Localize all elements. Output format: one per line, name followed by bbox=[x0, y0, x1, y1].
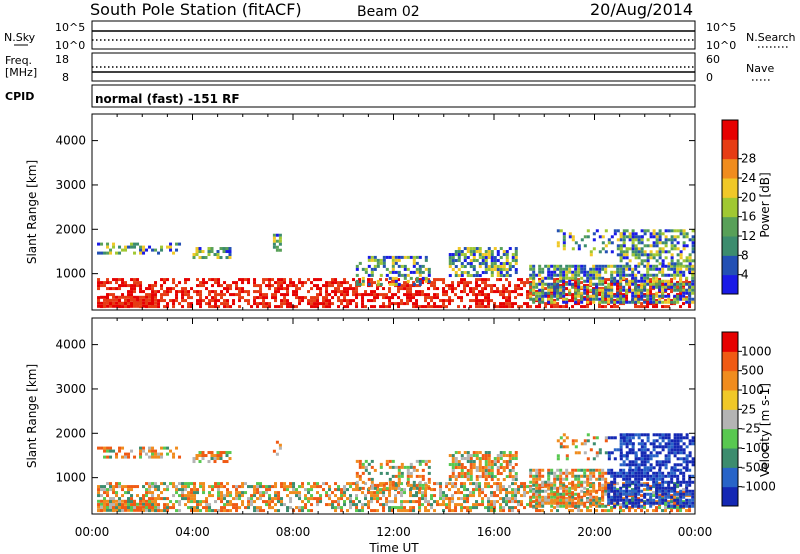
freq-label: Freq. bbox=[5, 54, 32, 67]
colorbar-swatch bbox=[722, 351, 738, 372]
xtick-label: 04:00 bbox=[175, 525, 210, 539]
colorbar-tick: 12 bbox=[741, 229, 756, 243]
ytick-label: 3000 bbox=[55, 382, 86, 396]
colorbar-tick: -100 bbox=[741, 441, 768, 455]
colorbar-swatch bbox=[722, 370, 738, 391]
velocity-colorbar: 1000 500 100 25 -25 -100 -500 -1000 bbox=[721, 331, 776, 507]
colorbar-swatch bbox=[722, 448, 738, 468]
ytick-label: 1000 bbox=[55, 267, 86, 281]
xtick-label: 12:00 bbox=[376, 525, 411, 539]
nave-ytick-bottom: 0 bbox=[706, 71, 713, 84]
power-colorbar-label: Power [dB] bbox=[758, 172, 772, 237]
colorbar-tick: 16 bbox=[741, 210, 756, 224]
beam-label: Beam 02 bbox=[357, 4, 420, 20]
velocity-colorbar-label: Velocity [m s-1] bbox=[758, 383, 772, 477]
ytick-label: 4000 bbox=[55, 134, 86, 148]
power-panel: 1000 2000 3000 4000 Slant Range [km] 4 8 12 16… bbox=[25, 113, 772, 311]
search-ytick-top: 10^5 bbox=[706, 21, 736, 34]
colorbar-swatch bbox=[722, 332, 738, 352]
colorbar-swatch bbox=[722, 428, 738, 449]
freq-nave-traces bbox=[92, 66, 695, 73]
cpid-label: CPID bbox=[5, 90, 34, 103]
velocity-axes: 1000 2000 3000 4000 bbox=[55, 318, 696, 514]
power-ylabel: Slant Range [km] bbox=[25, 160, 39, 264]
colorbar-tick: 8 bbox=[741, 248, 749, 262]
colorbar-tick: 100 bbox=[741, 383, 764, 397]
xtick-label: 00:00 bbox=[75, 525, 110, 539]
colorbar-tick: -25 bbox=[741, 422, 761, 436]
colorbar-swatch bbox=[722, 197, 738, 218]
colorbar-swatch bbox=[722, 216, 738, 237]
freq-unit-label: [MHz] bbox=[5, 66, 37, 79]
search-ytick-bottom: 10^0 bbox=[706, 39, 736, 52]
time-axis: 00:00 04:00 08:00 12:00 16:00 20:00 00:00 bbox=[75, 525, 713, 539]
freq-ytick-top: 18 bbox=[55, 53, 69, 66]
colorbar-tick: 1000 bbox=[741, 344, 772, 358]
power-data bbox=[97, 229, 695, 309]
sky-search-traces bbox=[92, 30, 695, 41]
sky-ytick-top: 10^5 bbox=[55, 21, 85, 34]
colorbar-swatch bbox=[722, 409, 738, 430]
colorbar-tick: 20 bbox=[741, 190, 756, 204]
ytick-label: 1000 bbox=[55, 471, 86, 485]
colorbar-swatch bbox=[722, 486, 738, 507]
freq-nave-panel: Freq. [MHz] 18 8 60 0 Nave bbox=[5, 52, 774, 84]
velocity-panel: 1000 2000 3000 4000 Slant Range [km] 1000 50… bbox=[25, 317, 776, 515]
xtick-label: 00:00 bbox=[678, 525, 713, 539]
nave-label: Nave bbox=[746, 62, 774, 75]
power-colorbar: 4 8 12 16 20 24 28 bbox=[721, 119, 756, 295]
colorbar-swatch bbox=[722, 139, 738, 160]
colorbar-swatch bbox=[722, 178, 738, 198]
freq-ytick-bottom: 8 bbox=[62, 71, 69, 84]
colorbar-tick: 500 bbox=[741, 364, 764, 378]
colorbar-tick: 24 bbox=[741, 171, 756, 185]
xtick-label: 08:00 bbox=[276, 525, 311, 539]
ytick-label: 3000 bbox=[55, 178, 86, 192]
xtick-label: 16:00 bbox=[477, 525, 512, 539]
colorbar-tick: -1000 bbox=[741, 480, 776, 494]
ytick-label: 4000 bbox=[55, 338, 86, 352]
ytick-label: 2000 bbox=[55, 426, 86, 440]
colorbar-tick: 28 bbox=[741, 152, 756, 166]
n-search-label: N.Search bbox=[746, 31, 796, 44]
colorbar-swatch bbox=[722, 255, 738, 276]
colorbar-swatch bbox=[722, 274, 738, 295]
station-title: South Pole Station (fitACF) bbox=[90, 0, 302, 19]
ytick-label: 2000 bbox=[55, 222, 86, 236]
colorbar-tick: 25 bbox=[741, 402, 756, 416]
colorbar-swatch bbox=[722, 467, 738, 488]
colorbar-swatch bbox=[722, 158, 738, 179]
nave-ytick-top: 60 bbox=[706, 53, 720, 66]
time-axis-label: Time UT bbox=[368, 541, 419, 554]
colorbar-swatch bbox=[722, 390, 738, 410]
sky-search-panel: N.Sky 10^5 10^0 10^5 10^0 N.Search bbox=[4, 20, 796, 52]
colorbar-swatch bbox=[722, 236, 738, 256]
date-label: 20/Aug/2014 bbox=[590, 0, 693, 19]
cpid-text: normal (fast) -151 RF bbox=[95, 92, 240, 106]
colorbar-tick: -500 bbox=[741, 460, 768, 474]
colorbar-swatch bbox=[722, 120, 738, 140]
sky-ytick-bottom: 10^0 bbox=[55, 39, 85, 52]
power-axes: 1000 2000 3000 4000 bbox=[55, 114, 696, 310]
colorbar-tick: 4 bbox=[741, 268, 749, 282]
cpid-panel: CPID normal (fast) -151 RF bbox=[5, 84, 696, 108]
velocity-ylabel: Slant Range [km] bbox=[25, 364, 39, 468]
xtick-label: 20:00 bbox=[577, 525, 612, 539]
velocity-data bbox=[97, 433, 695, 513]
n-sky-label: N.Sky bbox=[4, 31, 36, 44]
